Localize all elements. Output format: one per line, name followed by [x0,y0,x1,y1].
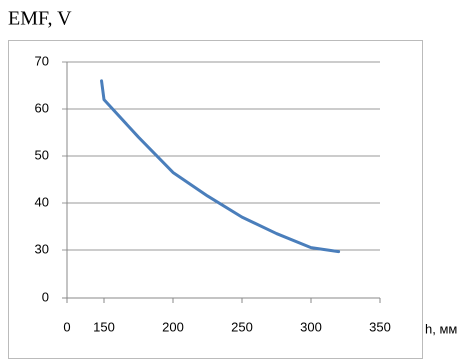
y-tick-label: 60 [35,100,49,115]
x-tick-label: 200 [162,319,184,334]
y-tick-label: 0 [42,289,49,304]
x-tick-label: 300 [300,319,322,334]
x-tick-label: 350 [369,319,391,334]
y-tick-label: 50 [35,147,49,162]
x-tick-label: 0 [63,319,70,334]
y-tick-label: 70 [35,53,49,68]
x-tick-label: 150 [93,319,115,334]
x-axis-label: h, мм [425,321,457,336]
line [100,79,341,254]
y-tick-label: 30 [35,241,49,256]
x-tick-label: 250 [231,319,253,334]
y-tick-label: 40 [35,194,49,209]
chart-title: EMF, V [8,8,72,30]
